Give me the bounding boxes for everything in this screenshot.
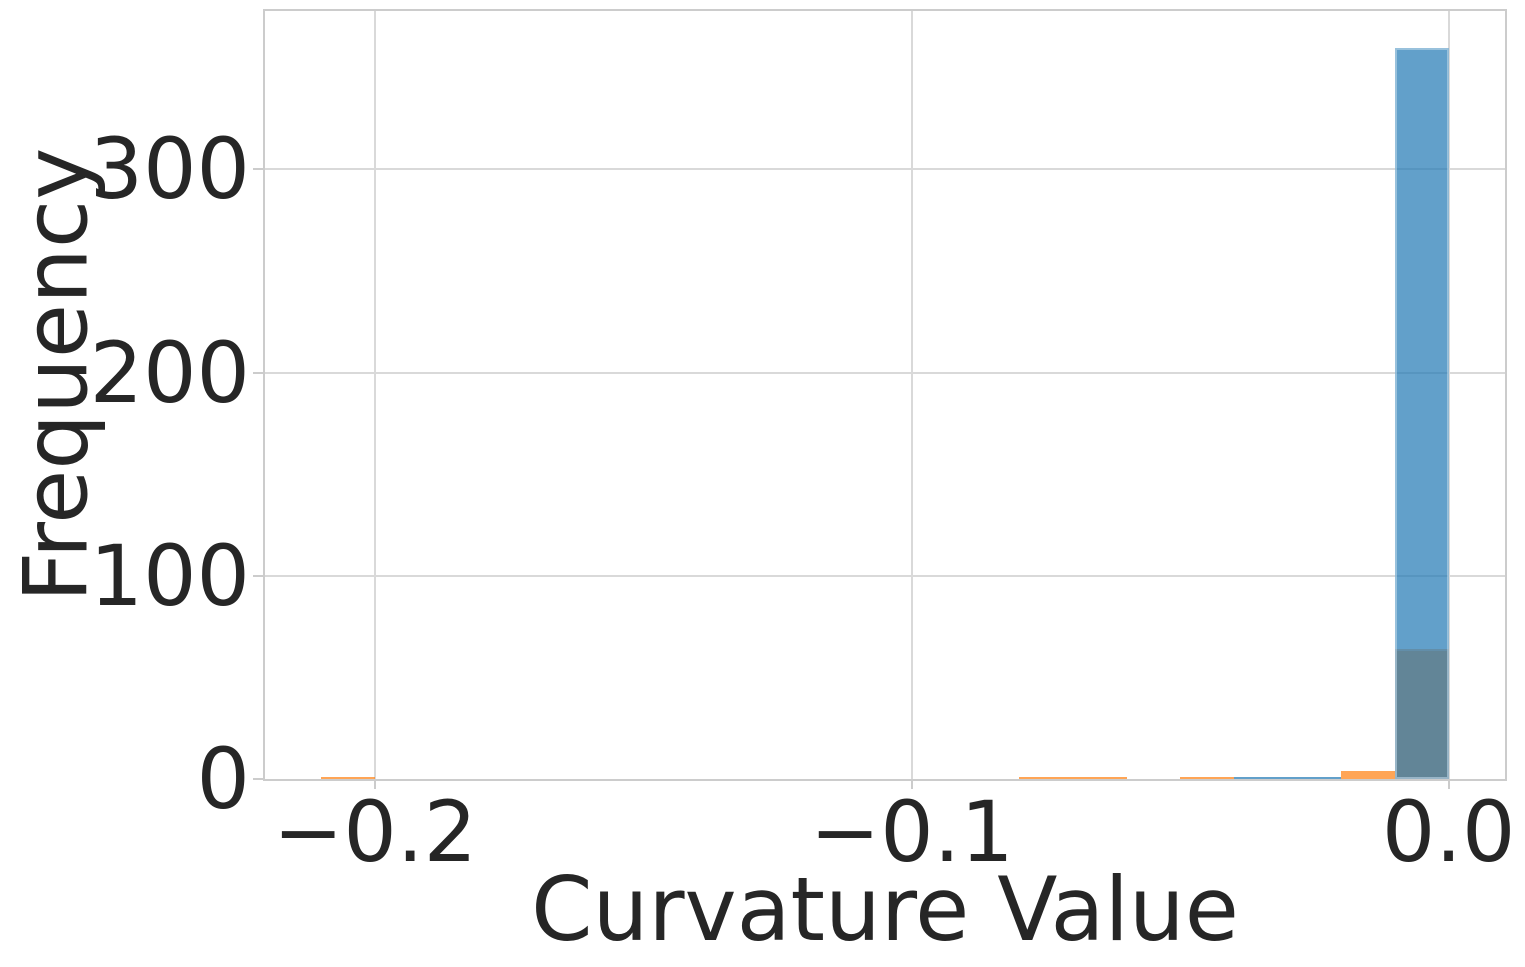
x-axis-label: Curvature Value <box>531 858 1239 961</box>
x-tick-mark <box>374 781 377 789</box>
y-tick-mark <box>253 574 263 577</box>
y-tick-label: 300 <box>89 120 250 219</box>
blue-histogram-bar <box>1394 47 1449 779</box>
blue-histogram-bar <box>1233 776 1288 779</box>
blue-histogram-bar <box>1287 776 1342 779</box>
y-tick-label: 200 <box>89 323 250 422</box>
x-gridline <box>374 11 377 779</box>
y-gridline <box>265 574 1505 577</box>
plot-area <box>263 9 1507 781</box>
x-tick-mark <box>1447 781 1450 789</box>
x-gridline <box>1447 11 1450 779</box>
orange-histogram-bar <box>1180 776 1234 779</box>
x-tick-label: 0.0 <box>1381 783 1516 881</box>
x-tick-mark <box>910 781 913 789</box>
y-tick-mark <box>253 168 263 171</box>
x-tick-label: −0.1 <box>809 783 1014 881</box>
y-gridline <box>265 371 1505 374</box>
orange-histogram-bar <box>1341 770 1395 779</box>
y-tick-mark <box>253 778 263 780</box>
x-gridline <box>910 11 913 779</box>
y-tick-label: 100 <box>89 526 250 625</box>
y-tick-label: 0 <box>196 730 250 828</box>
orange-histogram-bar <box>321 776 376 779</box>
orange-histogram-bar <box>1019 776 1073 779</box>
x-tick-label: −0.2 <box>273 783 478 881</box>
y-gridline <box>265 168 1505 171</box>
orange-histogram-bar <box>1072 776 1127 779</box>
y-tick-mark <box>253 371 263 374</box>
